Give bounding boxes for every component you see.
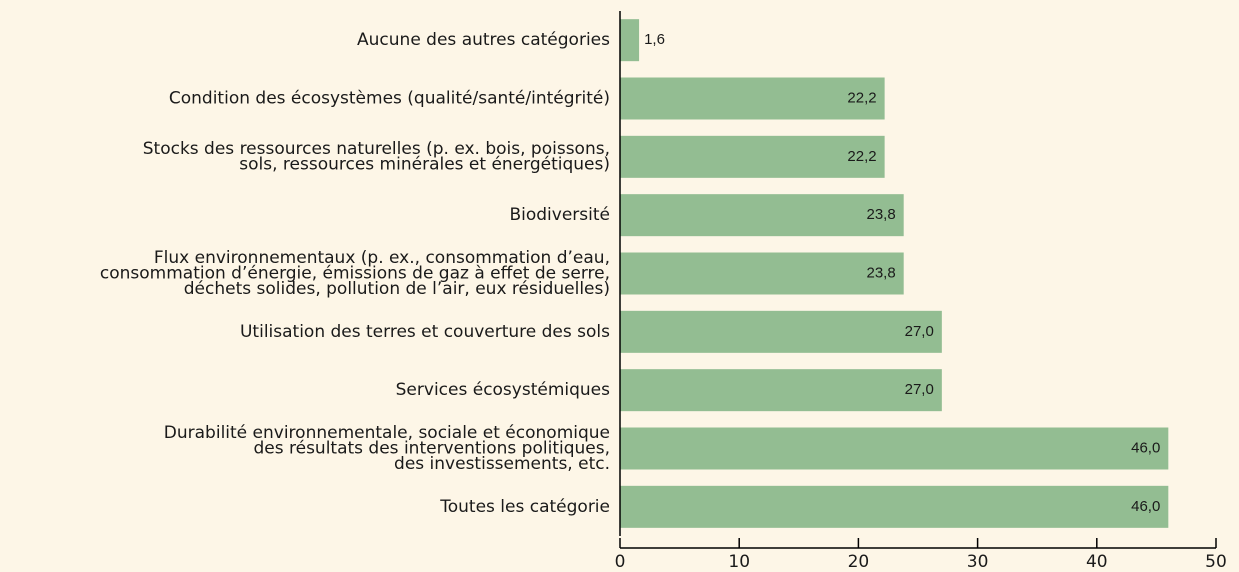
- x-tick-label: 20: [848, 552, 870, 572]
- bar: [620, 194, 904, 237]
- value-label: 46,0: [1131, 498, 1160, 515]
- x-tick-label: 50: [1205, 552, 1227, 572]
- category-label: sols, ressources minérales et énergétiqu…: [239, 155, 610, 175]
- bar: [620, 135, 885, 178]
- x-tick-label: 30: [967, 552, 989, 572]
- value-label: 23,8: [866, 264, 895, 281]
- bar: [620, 252, 904, 295]
- x-tick-label: 0: [615, 552, 626, 572]
- bar: [620, 77, 885, 120]
- category-label: Stocks des ressources naturelles (p. ex.…: [143, 139, 610, 159]
- bar: [620, 369, 942, 412]
- category-label: Services écosystémiques: [396, 380, 611, 400]
- x-tick-label: 40: [1086, 552, 1108, 572]
- category-label: Durabilité environnementale, sociale et …: [164, 423, 610, 443]
- value-label: 22,2: [847, 148, 876, 165]
- bar: [620, 310, 942, 353]
- value-label: 22,2: [847, 89, 876, 106]
- category-label: des résultats des interventions politiqu…: [253, 439, 610, 459]
- category-label: Flux environnementaux (p. ex., consommat…: [154, 248, 610, 268]
- category-label: Aucune des autres catégories: [357, 30, 610, 50]
- bar: [620, 427, 1169, 470]
- category-label: Condition des écosystèmes (qualité/santé…: [169, 89, 610, 109]
- category-label: Toutes les catégorie: [439, 497, 610, 517]
- value-label: 27,0: [905, 381, 934, 398]
- value-label: 1,6: [644, 31, 665, 48]
- category-label: consommation d’énergie, émissions de gaz…: [100, 264, 610, 284]
- category-label: des investissements, etc.: [394, 454, 610, 474]
- x-tick-label: 10: [728, 552, 750, 572]
- value-label: 46,0: [1131, 439, 1160, 456]
- value-label: 27,0: [905, 323, 934, 340]
- category-label: Utilisation des terres et couverture des…: [240, 322, 610, 342]
- category-label: déchets solides, pollution de l’air, eux…: [184, 279, 610, 299]
- bar: [620, 19, 640, 62]
- category-label: Biodiversité: [509, 205, 610, 225]
- value-label: 23,8: [866, 206, 895, 223]
- bar: [620, 485, 1169, 528]
